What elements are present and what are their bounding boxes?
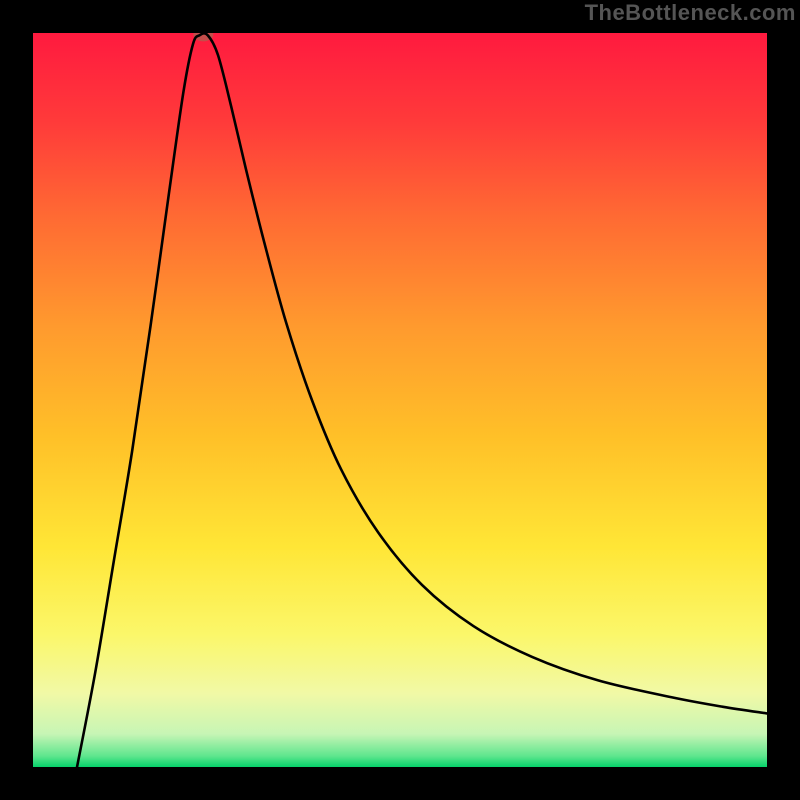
watermark-text: TheBottleneck.com (585, 0, 796, 26)
chart-plot-area (33, 33, 767, 767)
canvas: TheBottleneck.com (0, 0, 800, 800)
chart-curve-layer (33, 33, 767, 767)
bottleneck-curve (77, 33, 767, 767)
